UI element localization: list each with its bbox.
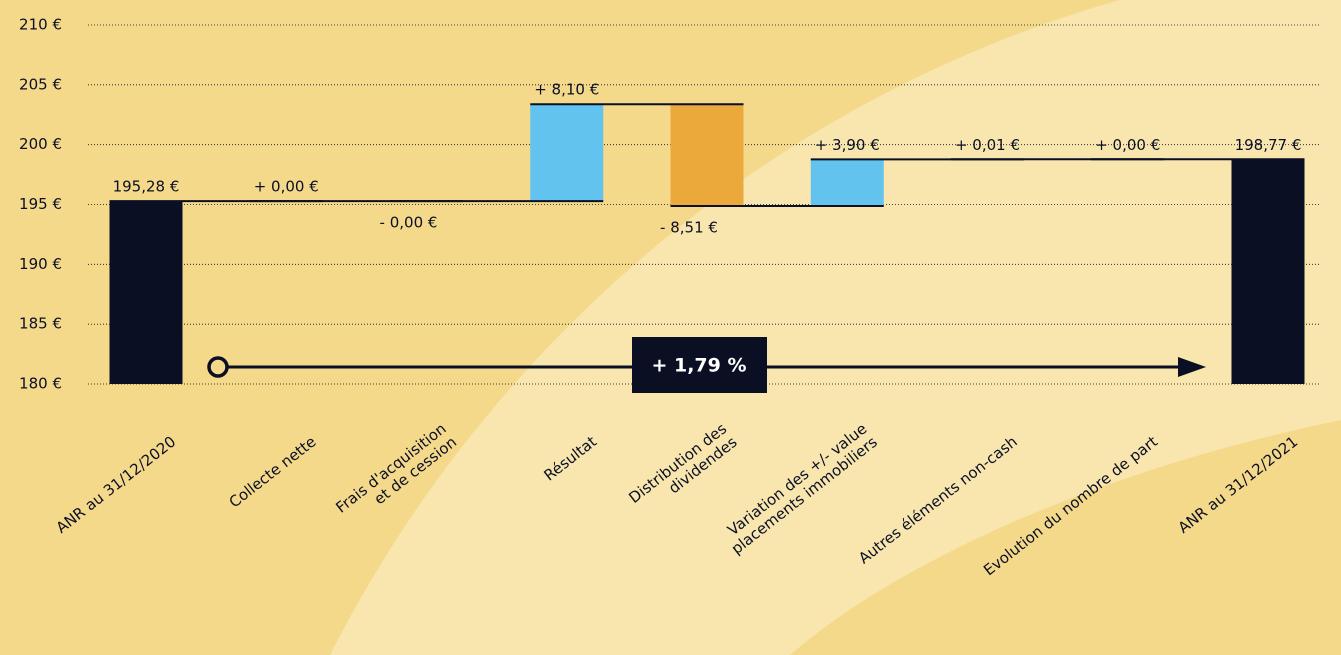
y-tick-label: 190 € [19, 255, 62, 273]
growth-annotation: + 1,79 % [207, 337, 1206, 393]
y-tick-label: 200 € [19, 135, 62, 153]
bar [530, 104, 604, 202]
value-label: + 3,90 € [815, 136, 880, 154]
y-tick-label: 210 € [19, 16, 62, 34]
value-label: - 8,51 € [660, 219, 718, 237]
y-tick-label: 205 € [19, 75, 62, 93]
value-label: + 0,00 € [254, 178, 319, 196]
y-tick-label: 185 € [19, 315, 62, 333]
value-label: 198,77 € [1235, 136, 1302, 154]
annotation-box [632, 337, 767, 393]
value-label: + 8,10 € [534, 81, 599, 99]
value-label: + 0,01 € [955, 136, 1020, 154]
bar [1231, 159, 1305, 384]
annotation-text: + 1,79 % [651, 355, 746, 377]
bar [810, 159, 884, 207]
bar [109, 201, 183, 384]
value-label: - 0,00 € [380, 214, 438, 232]
background-swoosh [330, 0, 1341, 655]
arrow-head [1178, 357, 1206, 377]
y-tick-label: 195 € [19, 195, 62, 213]
bar [670, 104, 744, 207]
y-tick-label: 180 € [19, 375, 62, 393]
value-label: + 0,00 € [1095, 136, 1160, 154]
arrow-start [207, 356, 229, 378]
value-label: 195,28 € [113, 178, 180, 196]
